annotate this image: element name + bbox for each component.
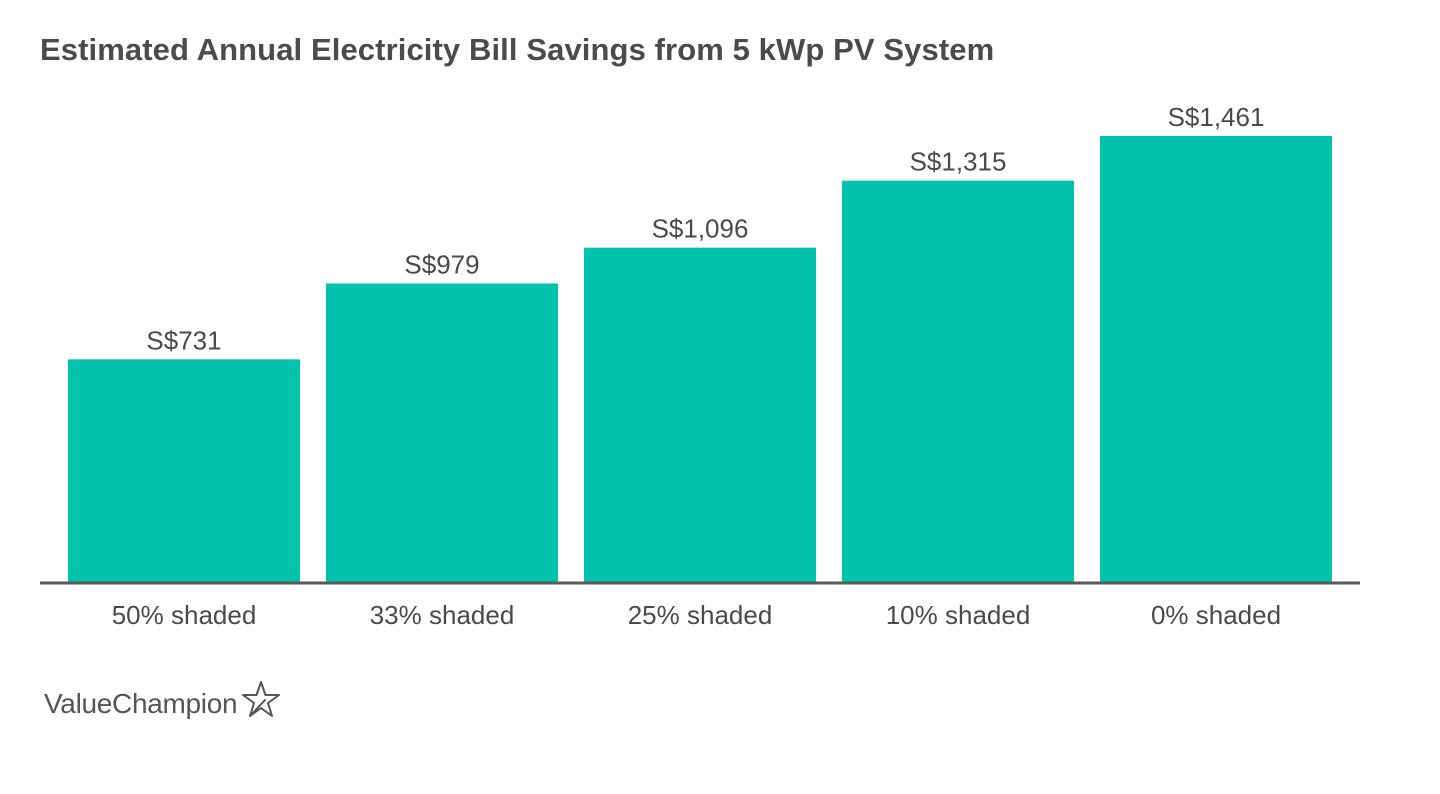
brand-logo: ValueChampion — [44, 681, 281, 722]
bar-2 — [584, 247, 816, 583]
bar-4 — [1100, 136, 1332, 583]
value-label-0: S$731 — [146, 325, 221, 355]
x-tick-label-4: 0% shaded — [1151, 600, 1281, 630]
chart-title: Estimated Annual Electricity Bill Saving… — [40, 32, 995, 67]
bar-3 — [842, 180, 1074, 583]
x-tick-label-3: 10% shaded — [886, 600, 1031, 630]
value-labels-layer: S$731 S$979 S$1,096 S$1,315 S$1,461 — [146, 102, 1264, 355]
x-tick-label-0: 50% shaded — [112, 600, 257, 630]
brand-name: ValueChampion — [44, 688, 238, 719]
value-label-1: S$979 — [404, 249, 479, 279]
x-tick-label-2: 25% shaded — [628, 600, 773, 630]
bars-layer — [68, 136, 1332, 583]
bar-0 — [68, 359, 300, 583]
value-label-4: S$1,461 — [1168, 102, 1265, 132]
bar-1 — [326, 283, 558, 583]
x-tick-label-1: 33% shaded — [370, 600, 515, 630]
x-tick-labels-layer: 50% shaded 33% shaded 25% shaded 10% shaded… — [112, 600, 1281, 630]
star-outline-icon — [242, 681, 281, 717]
value-label-2: S$1,096 — [652, 214, 749, 244]
value-label-3: S$1,315 — [910, 147, 1007, 177]
